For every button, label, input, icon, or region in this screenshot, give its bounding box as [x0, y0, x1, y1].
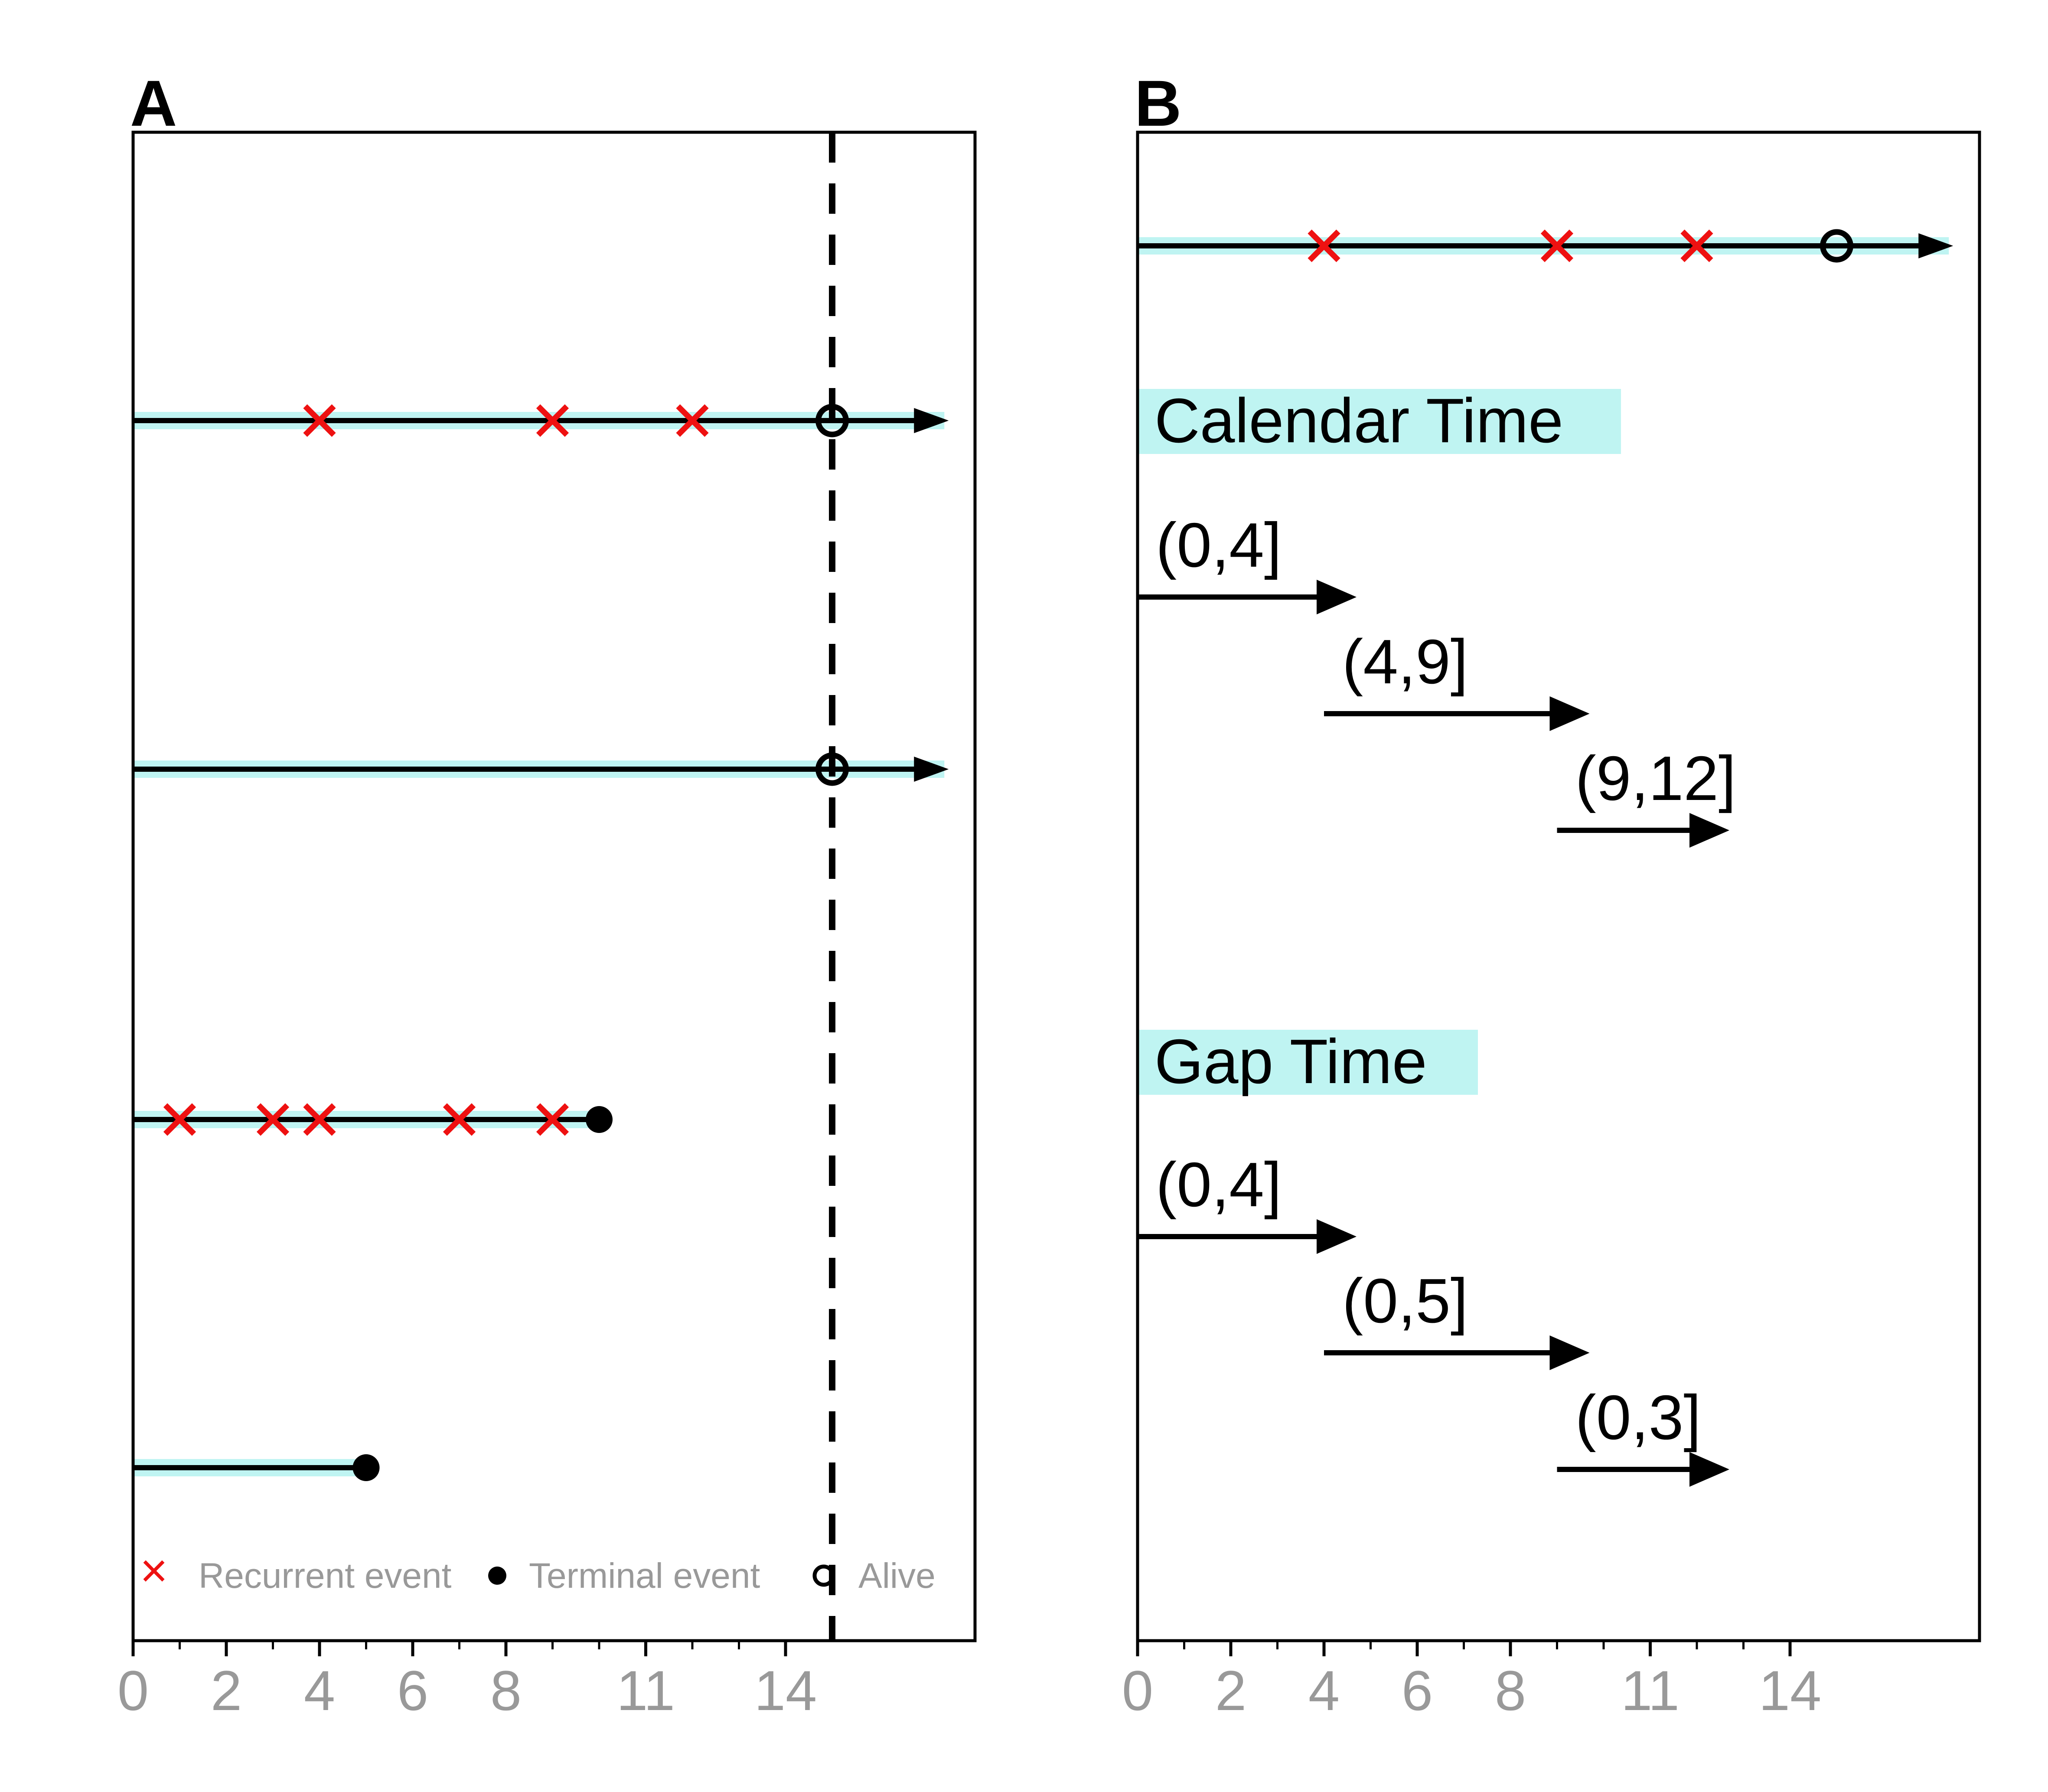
- x-tick-label-5: 11: [616, 1659, 675, 1722]
- gap-interval-1-arrowhead: [1317, 1219, 1357, 1254]
- x-tick-label-4: 8: [1495, 1659, 1526, 1722]
- b-subject-recurrent-1: [1308, 229, 1340, 262]
- x-tick-label-0: 0: [1122, 1659, 1153, 1722]
- calendar-time-title: Calendar Time: [1154, 385, 1563, 456]
- b-subject-recurrent-3: [1680, 229, 1713, 262]
- subject-3-recurrent-5-stroke-2: [536, 1103, 569, 1136]
- legend-terminal-label: Terminal event: [529, 1556, 760, 1596]
- gap-time-title-band: [1138, 1030, 1478, 1095]
- panel-b-frame: [1136, 131, 1981, 1642]
- calendar-interval-3-arrowhead: [1689, 813, 1729, 848]
- subject-3-recurrent-1-stroke-2: [163, 1103, 196, 1136]
- subject-3-recurrent-5: [536, 1103, 569, 1136]
- subject-3-recurrent-3-stroke-2: [303, 1103, 336, 1136]
- panel-a-frame: [131, 131, 977, 1642]
- subject-1: [133, 404, 949, 437]
- panel-b-letter: B: [1135, 67, 1181, 140]
- b-subject-arrowhead: [1918, 233, 1953, 258]
- panel-a-x-axis: 0 2 4 6 8 11 14: [117, 1641, 817, 1722]
- subject-1-recurrent-2-stroke-2: [536, 404, 569, 437]
- legend-terminal-marker: [488, 1567, 506, 1585]
- calendar-interval-1: (0,4]: [1138, 510, 1357, 614]
- legend-alive-marker: [812, 1564, 835, 1587]
- x-tick-label-2: 4: [304, 1659, 335, 1722]
- panel-a-subjects: [133, 404, 949, 1481]
- calendar-time-title-band: [1138, 389, 1621, 454]
- x-tick-label-0: 0: [117, 1659, 149, 1722]
- b-subject-alive-marker: [1820, 229, 1853, 263]
- x-tick-label-6: 14: [754, 1659, 817, 1722]
- subject-3: [133, 1103, 613, 1136]
- calendar-interval-2-arrowhead: [1549, 696, 1590, 731]
- calendar-interval-2: (4,9]: [1324, 627, 1590, 731]
- panel-a-legend: × Recurrent event Terminal event Alive: [140, 1544, 936, 1597]
- subject-1-arrowhead: [914, 408, 949, 433]
- subject-4-terminal-marker: [352, 1454, 380, 1481]
- calendar-interval-label-2: (4,9]: [1342, 627, 1468, 697]
- subject-4: [133, 1454, 380, 1481]
- legend-recurrent-label: Recurrent event: [199, 1556, 452, 1596]
- panel-b-subject: [1138, 229, 1953, 263]
- x-tick-label-1: 2: [211, 1659, 242, 1722]
- subject-3-terminal-marker: [586, 1106, 613, 1133]
- subject-1-recurrent-1: [303, 404, 336, 437]
- subject-1-recurrent-3-stroke-2: [676, 404, 709, 437]
- x-tick-label-5: 11: [1621, 1659, 1679, 1722]
- subject-3-recurrent-2-stroke-2: [256, 1103, 290, 1136]
- panel-b: B Calendar Time (0,4] (4,9] (9,12] Gap Tim…: [1122, 67, 1981, 1722]
- subject-3-recurrent-4: [443, 1103, 476, 1136]
- x-tick-label-6: 14: [1759, 1659, 1822, 1722]
- calendar-interval-1-arrowhead: [1317, 580, 1357, 614]
- subject-1-recurrent-1-stroke-2: [303, 404, 336, 437]
- gap-time-intervals: (0,4] (0,5] (0,3]: [1138, 1149, 1729, 1487]
- gap-interval-label-1: (0,4]: [1156, 1149, 1282, 1220]
- b-subject-recurrent-2-stroke-2: [1540, 229, 1574, 262]
- x-tick-label-4: 8: [490, 1659, 522, 1722]
- subject-3-recurrent-1: [163, 1103, 196, 1136]
- gap-time-title: Gap Time: [1154, 1026, 1427, 1097]
- x-tick-label-3: 6: [1402, 1659, 1433, 1722]
- gap-interval-label-2: (0,5]: [1342, 1266, 1468, 1336]
- subject-2-arrowhead: [914, 757, 949, 782]
- subject-3-recurrent-4-stroke-2: [443, 1103, 476, 1136]
- gap-interval-1: (0,4]: [1138, 1149, 1357, 1254]
- calendar-interval-3: (9,12]: [1557, 743, 1736, 848]
- b-subject-recurrent-2: [1540, 229, 1574, 262]
- gap-interval-3-arrowhead: [1689, 1452, 1729, 1487]
- panel-a: A × Recurrent event Terminal event Alive…: [117, 67, 977, 1722]
- x-tick-label-3: 6: [397, 1659, 428, 1722]
- panel-b-x-axis: 0 2 4 6 8 11 14: [1122, 1641, 1821, 1722]
- subject-3-recurrent-3: [303, 1103, 336, 1136]
- subject-1-recurrent-3: [676, 404, 709, 437]
- subject-2: [133, 752, 949, 786]
- subject-3-recurrent-2: [256, 1103, 290, 1136]
- gap-interval-2-arrowhead: [1549, 1335, 1590, 1370]
- gap-interval-3: (0,3]: [1557, 1382, 1729, 1487]
- x-tick-label-1: 2: [1215, 1659, 1246, 1722]
- calendar-time-intervals: (0,4] (4,9] (9,12]: [1138, 510, 1736, 848]
- panel-a-letter: A: [130, 67, 177, 140]
- legend-recurrent-marker: ×: [140, 1544, 168, 1597]
- calendar-interval-label-3: (9,12]: [1575, 743, 1736, 813]
- legend-alive-label: Alive: [858, 1556, 936, 1596]
- calendar-interval-label-1: (0,4]: [1156, 510, 1282, 580]
- subject-1-recurrent-2: [536, 404, 569, 437]
- gap-interval-2: (0,5]: [1324, 1266, 1590, 1370]
- b-subject-recurrent-1-stroke-2: [1308, 229, 1340, 262]
- x-tick-label-2: 4: [1308, 1659, 1340, 1722]
- gap-interval-label-3: (0,3]: [1575, 1382, 1701, 1453]
- b-subject-recurrent-3-stroke-2: [1680, 229, 1713, 262]
